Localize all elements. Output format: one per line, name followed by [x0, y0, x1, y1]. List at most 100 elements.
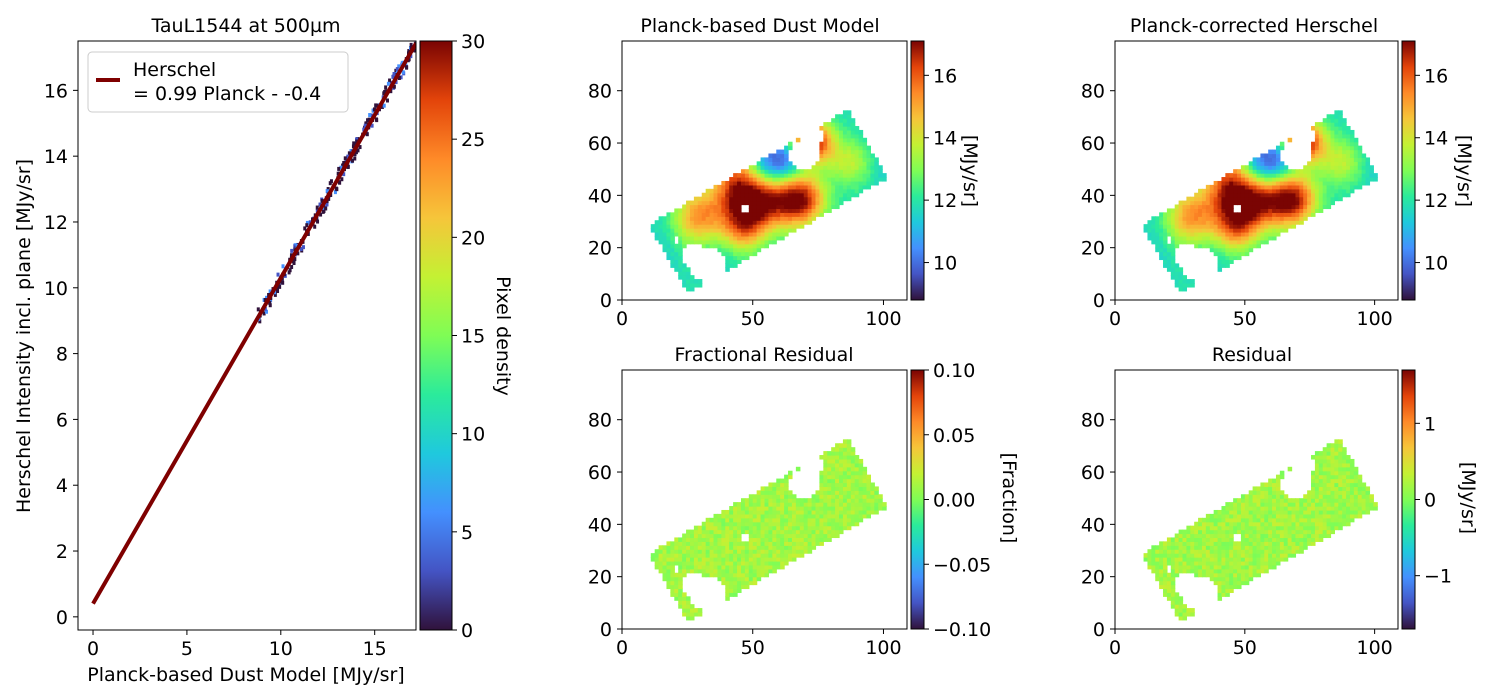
density-pixel	[375, 103, 379, 108]
map-pixel	[835, 169, 840, 174]
map-pixel	[752, 517, 758, 523]
map-pixel	[1326, 490, 1332, 495]
map-pixel	[1314, 177, 1320, 182]
map-pixel	[740, 196, 746, 202]
density-pixel	[263, 306, 267, 311]
map-pixel	[850, 153, 856, 159]
map-pixel	[784, 228, 789, 233]
map-pixel	[1209, 549, 1215, 554]
map-pixel	[1357, 490, 1363, 495]
map-pixel	[768, 553, 773, 558]
map-pixel	[870, 165, 875, 170]
map-pixel	[1346, 517, 1351, 523]
map-pixel	[1159, 541, 1164, 546]
map-pixel	[1252, 560, 1258, 566]
map-pixel	[674, 251, 679, 257]
map-pixel	[870, 153, 875, 159]
map-pixel	[842, 470, 848, 476]
map-pixel	[1318, 141, 1324, 147]
map-pixel	[658, 216, 664, 221]
map-pixel	[1268, 557, 1273, 562]
map-pixel	[1264, 184, 1269, 190]
map-pixel	[1279, 490, 1285, 495]
map-pixel	[1334, 157, 1339, 162]
map-pixel	[780, 541, 785, 546]
map-pixel	[725, 247, 730, 253]
map-pixel	[764, 486, 770, 491]
map-pixel	[737, 173, 742, 178]
map-pixel	[807, 177, 813, 182]
map-pixel	[1201, 549, 1207, 554]
map-pixel	[1295, 212, 1300, 217]
map-pixel	[1166, 592, 1172, 597]
map-pixel	[752, 180, 758, 186]
map-pixel	[1194, 216, 1199, 221]
map-pixel	[791, 173, 797, 178]
map-pixel	[1225, 564, 1230, 570]
map-pixel	[1217, 224, 1223, 229]
map-pixel	[835, 466, 840, 472]
map-pixel	[1213, 572, 1219, 578]
map-pixel	[1205, 553, 1211, 558]
map-pixel	[1248, 235, 1254, 241]
map-pixel	[1342, 184, 1347, 190]
map-pixel	[1314, 188, 1320, 194]
map-pixel	[670, 568, 675, 574]
map-pixel	[697, 220, 703, 225]
map-pixel	[682, 243, 687, 249]
map-pixel	[791, 188, 797, 194]
map-pixel	[693, 611, 699, 617]
map-pixel	[756, 517, 762, 523]
map-pixel	[1194, 564, 1199, 570]
map-pixel	[721, 239, 726, 245]
map-pixel	[1326, 177, 1332, 182]
map-pixel	[1198, 525, 1203, 531]
map-pixel	[784, 145, 789, 151]
map-pixel	[815, 521, 821, 527]
map-pixel	[1163, 231, 1168, 237]
map-pixel	[827, 204, 832, 210]
map-pixel	[733, 502, 738, 507]
map-pixel	[842, 169, 848, 174]
map-pixel	[721, 235, 726, 241]
map-pixel	[1244, 204, 1250, 210]
map-pixel	[764, 513, 770, 519]
map-pixel	[1213, 188, 1219, 194]
map-pixel	[1240, 545, 1246, 550]
map-pixel	[1318, 126, 1324, 131]
map-pixel	[705, 231, 711, 237]
map-pixel	[744, 502, 750, 507]
map-pixel	[791, 208, 797, 213]
map-pixel	[1287, 506, 1293, 511]
map-pixel	[768, 157, 773, 162]
map-pixel	[1170, 580, 1176, 586]
map-pixel	[740, 553, 746, 558]
map-pixel	[756, 533, 762, 539]
map-pixel	[1353, 157, 1359, 162]
density-pixel	[276, 288, 280, 293]
map-pixel	[815, 506, 821, 511]
map-pixel	[1190, 204, 1195, 210]
map-pixel	[1217, 576, 1223, 582]
corrected-title: Planck-corrected Herschel	[1130, 15, 1378, 37]
map-pixel	[1233, 557, 1238, 562]
map-pixel	[1272, 490, 1277, 495]
map-pixel	[686, 604, 691, 609]
density-pixel	[386, 81, 390, 86]
map-pixel	[689, 212, 695, 217]
resid-colorbar	[1401, 369, 1416, 630]
map-pixel	[811, 216, 817, 221]
map-pixel	[721, 533, 726, 539]
map-pixel	[799, 545, 805, 550]
map-pixel	[1143, 224, 1149, 229]
map-pixel	[835, 451, 840, 456]
map-pixel	[1342, 137, 1347, 143]
map-pixel	[1334, 509, 1339, 515]
map-pixel	[784, 517, 789, 523]
map-pixel	[1209, 212, 1215, 217]
map-pixel	[1334, 521, 1339, 527]
map-pixel	[729, 208, 734, 213]
map-pixel	[839, 470, 844, 476]
map-pixel	[870, 506, 875, 511]
map-pixel	[1198, 216, 1203, 221]
